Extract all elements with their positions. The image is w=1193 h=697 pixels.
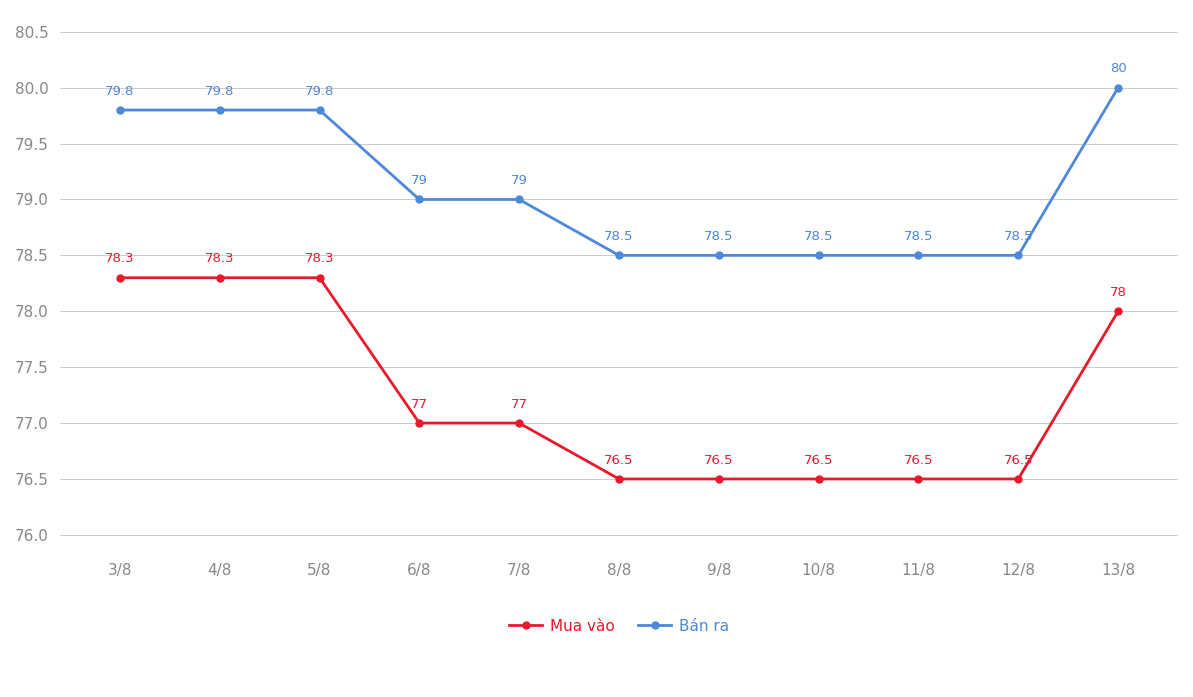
Text: 77: 77: [511, 398, 527, 411]
Text: 78.5: 78.5: [604, 230, 633, 243]
Text: 80: 80: [1109, 62, 1126, 75]
Text: 76.5: 76.5: [1003, 454, 1033, 467]
Text: 77: 77: [410, 398, 428, 411]
Text: 76.5: 76.5: [704, 454, 734, 467]
Text: 78: 78: [1109, 286, 1126, 299]
Text: 78.3: 78.3: [304, 252, 334, 266]
Text: 79: 79: [410, 174, 428, 187]
Text: 76.5: 76.5: [804, 454, 834, 467]
Text: 79.8: 79.8: [105, 85, 135, 98]
Text: 79: 79: [511, 174, 527, 187]
Text: 76.5: 76.5: [904, 454, 933, 467]
Legend: Mua vào, Bán ra: Mua vào, Bán ra: [502, 613, 735, 640]
Text: 78.5: 78.5: [704, 230, 734, 243]
Text: 78.5: 78.5: [1003, 230, 1033, 243]
Text: 79.8: 79.8: [305, 85, 334, 98]
Text: 78.5: 78.5: [904, 230, 933, 243]
Text: 78.5: 78.5: [804, 230, 834, 243]
Text: 78.3: 78.3: [205, 252, 235, 266]
Text: 79.8: 79.8: [205, 85, 234, 98]
Text: 78.3: 78.3: [105, 252, 135, 266]
Text: 76.5: 76.5: [604, 454, 633, 467]
